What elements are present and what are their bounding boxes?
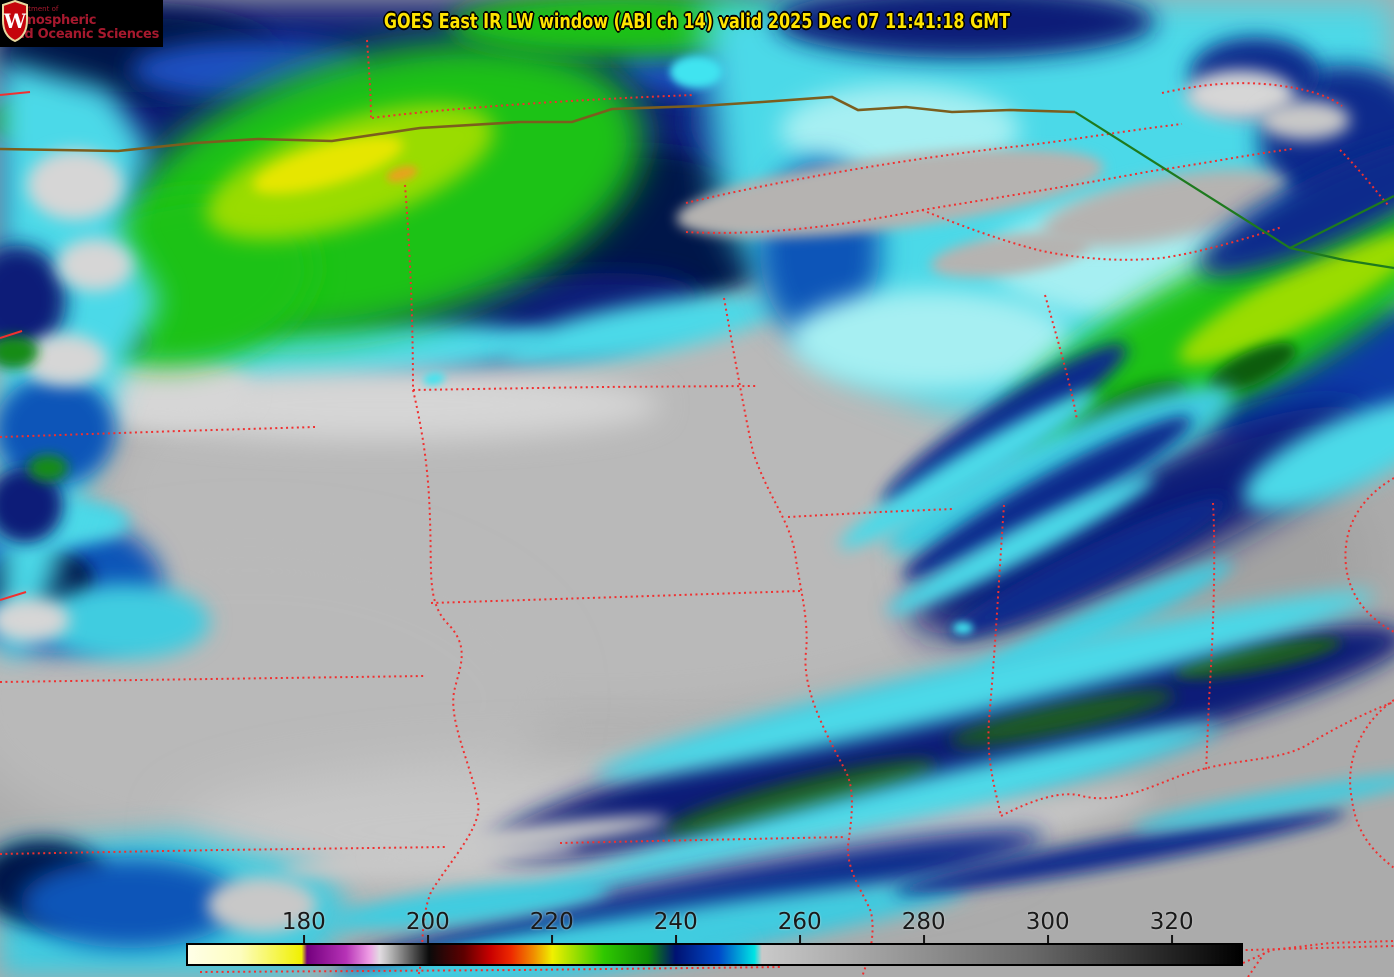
border-wi-mi	[1044, 294, 1078, 421]
border-red-river	[366, 39, 372, 119]
band-dark-green-core	[664, 759, 936, 837]
lake-superior-gray	[676, 148, 1288, 390]
border-up-south-shore	[921, 209, 1283, 261]
coldest-top-yellow-core	[252, 136, 404, 194]
logo-dept-of: Department of	[7, 4, 59, 13]
state-borders	[0, 39, 1394, 977]
uw-logo: W Department of Atmospheric and Oceanic …	[0, 0, 163, 47]
cloud-streaks-center-right	[423, 343, 1234, 679]
logo-line-2: and Oceanic Sciences	[7, 26, 160, 42]
border-iowa-south	[430, 590, 801, 604]
cloud-strip-left-edge	[0, 60, 160, 660]
logo-line-1: Atmospheric	[7, 13, 97, 29]
canada-border-line	[0, 95, 1076, 153]
border-il-in	[987, 504, 1005, 817]
logo-text: Department of Atmospheric and Oceanic Sc…	[7, 4, 160, 42]
border-left-fragment-3	[0, 91, 31, 96]
border-left-fragment-2	[0, 591, 27, 601]
lake-border-green	[1074, 111, 1394, 270]
border-below-colorbar	[199, 966, 781, 973]
border-right-of-colorbar	[1242, 940, 1394, 964]
uw-crest-icon: W	[1, 0, 28, 42]
border-mn-west	[404, 184, 414, 391]
border-left-fragment-1	[0, 330, 23, 339]
border-sd-ne	[0, 426, 316, 438]
border-mn-north	[371, 94, 695, 119]
border-ne-ks	[0, 675, 425, 683]
border-missouri-river	[412, 389, 480, 977]
border-right-edge-lower	[1349, 699, 1394, 869]
border-mississippi-river	[723, 297, 874, 977]
border-topright-fragment	[1339, 149, 1389, 206]
border-wi-il	[787, 508, 953, 518]
border-superior-north-shore	[685, 123, 1183, 204]
cloud-band-bottom-main	[314, 591, 1394, 977]
colorbar-gradient	[186, 943, 1243, 966]
lake-superior	[676, 148, 1104, 238]
border-in-oh	[1205, 502, 1216, 773]
crest-letter: W	[3, 9, 27, 33]
image-title: GOES East IR LW window (ABI ch 14) valid…	[383, 9, 1011, 33]
